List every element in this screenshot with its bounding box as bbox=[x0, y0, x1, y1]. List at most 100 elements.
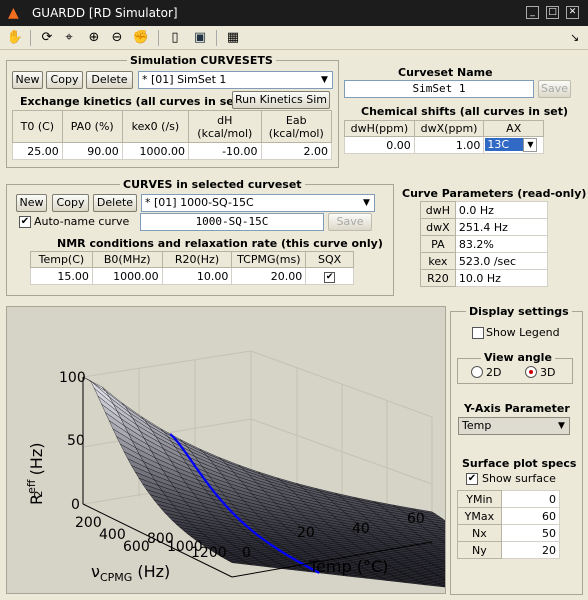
svg-text:νCPMG (Hz): νCPMG (Hz) bbox=[91, 562, 170, 584]
curve-name-save-button[interactable]: Save bbox=[328, 213, 372, 231]
param-name-pa: PA bbox=[420, 235, 456, 253]
kinetics-cell-t0[interactable]: 25.00 bbox=[12, 142, 63, 160]
y-axis-param-select[interactable]: Temp ▼ bbox=[458, 417, 570, 435]
curveset-select-value: * [01] SimSet 1 bbox=[142, 73, 227, 86]
show-surface-checkbox[interactable]: ✔ bbox=[466, 473, 478, 485]
x-tick-600: 600 bbox=[123, 539, 150, 555]
pan-icon[interactable]: ✊ bbox=[132, 30, 150, 45]
z-axis-label: Reff2 (Hz) bbox=[25, 443, 46, 505]
simulated-curve bbox=[169, 433, 320, 574]
spec-name-ny: Ny bbox=[457, 541, 502, 559]
dock-arrow-icon[interactable]: ↘ bbox=[570, 31, 580, 44]
curve-params-title: Curve Parameters (read-only) bbox=[402, 187, 587, 200]
zoom-out-icon[interactable]: ⊖ bbox=[111, 30, 123, 45]
view-angle-title: View angle bbox=[481, 351, 555, 364]
param-value-kex: 523.0 /sec bbox=[454, 252, 549, 270]
nmr-cell-b0[interactable]: 1000.00 bbox=[91, 267, 163, 285]
chevron-down-icon: ▼ bbox=[321, 75, 328, 85]
curveset-name-input[interactable]: SimSet 1 bbox=[344, 80, 534, 98]
curve-name-input[interactable]: 1000-SQ-15C bbox=[140, 213, 324, 231]
kinetics-cell-eab[interactable]: 2.00 bbox=[260, 142, 333, 160]
param-value-dwx: 251.4 Hz bbox=[454, 218, 549, 236]
chevron-down-icon: ▼ bbox=[523, 138, 538, 152]
view-2d-radio[interactable] bbox=[471, 366, 483, 378]
param-name-dwh: dwH bbox=[420, 201, 456, 219]
curve-name-value: 1000-SQ-15C bbox=[195, 215, 269, 228]
curves-title: CURVES in selected curveset bbox=[120, 178, 305, 191]
view-3d-radio[interactable] bbox=[525, 366, 537, 378]
kinetics-header-t0: T0 (C) bbox=[12, 110, 63, 143]
param-name-dwx: dwX bbox=[420, 218, 456, 236]
spec-value-ymin[interactable]: 0 bbox=[500, 490, 561, 508]
minimize-button[interactable]: _ bbox=[526, 6, 539, 19]
nmr-header-b0: B0(MHz) bbox=[91, 251, 163, 268]
spec-name-ymin: YMin bbox=[457, 490, 502, 508]
export-icon[interactable]: ▦ bbox=[226, 30, 240, 45]
curvesets-title: Simulation CURVESETS bbox=[127, 54, 276, 67]
sqx-checkbox[interactable]: ✔ bbox=[324, 272, 336, 283]
hand-tool-icon[interactable]: ✋ bbox=[6, 30, 24, 45]
show-legend-label: Show Legend bbox=[486, 326, 560, 339]
curve-new-button[interactable]: New bbox=[16, 194, 47, 212]
curveset-new-button[interactable]: New bbox=[12, 71, 43, 89]
curve-copy-button[interactable]: Copy bbox=[52, 194, 89, 212]
nmr-cell-tcpmg[interactable]: 20.00 bbox=[231, 267, 307, 285]
curveset-name-save-button[interactable]: Save bbox=[538, 80, 571, 98]
chem-cell-ax[interactable]: 13C ▼ bbox=[483, 136, 544, 154]
x-axis-label: νCPMG (Hz) bbox=[91, 562, 170, 584]
curveset-select[interactable]: * [01] SimSet 1 ▼ bbox=[138, 71, 333, 89]
curve-delete-button[interactable]: Delete bbox=[93, 194, 137, 212]
spec-value-ny[interactable]: 20 bbox=[500, 541, 561, 559]
spec-name-nx: Nx bbox=[457, 524, 502, 542]
curveset-name-value: SimSet 1 bbox=[412, 82, 466, 95]
svg-text:Reff2 (Hz): Reff2 (Hz) bbox=[25, 443, 46, 505]
kinetics-header-pa0: PA0 (%) bbox=[61, 110, 123, 143]
maximize-button[interactable]: □ bbox=[546, 6, 559, 19]
surface-plot[interactable]: 100 50 0 200 400 600 800 1000 1200 0 20 … bbox=[7, 307, 578, 600]
nmr-cell-r20[interactable]: 10.00 bbox=[161, 267, 233, 285]
kinetics-title: Exchange kinetics (all curves in set) bbox=[20, 95, 245, 108]
z-label-sup: eff bbox=[25, 479, 38, 494]
new-file-icon[interactable]: ▯ bbox=[171, 30, 179, 45]
matlab-logo-icon: ▲ bbox=[8, 5, 19, 21]
spec-value-nx[interactable]: 50 bbox=[500, 524, 561, 542]
kinetics-header-kex0: kex0 (/s) bbox=[121, 110, 190, 143]
autoname-checkbox[interactable]: ✔ bbox=[19, 216, 31, 228]
view-3d-label: 3D bbox=[540, 366, 556, 379]
run-kinetics-sim-button[interactable]: Run Kinetics Sim bbox=[232, 91, 330, 109]
nmr-header-sqx: SQX bbox=[305, 251, 354, 268]
view-2d-label: 2D bbox=[486, 366, 502, 379]
kinetics-header-eab: Eab (kcal/mol) bbox=[260, 110, 333, 143]
nmr-cell-sqx[interactable]: ✔ bbox=[305, 267, 354, 285]
show-legend-checkbox[interactable] bbox=[472, 327, 484, 339]
z-label-sub: 2 bbox=[32, 491, 45, 498]
curveset-delete-button[interactable]: Delete bbox=[86, 71, 133, 89]
chem-shifts-table: dwH(ppm) dwX(ppm) AX 0.00 1.00 13C ▼ bbox=[344, 120, 544, 154]
chem-cell-dwx[interactable]: 1.00 bbox=[413, 136, 485, 154]
chem-shifts-title: Chemical shifts (all curves in set) bbox=[361, 105, 569, 118]
nmr-cell-temp[interactable]: 15.00 bbox=[30, 267, 93, 285]
plot-area[interactable]: 100 50 0 200 400 600 800 1000 1200 0 20 … bbox=[6, 306, 578, 600]
show-surface-label: Show surface bbox=[482, 472, 556, 485]
display-settings-title: Display settings bbox=[466, 305, 572, 318]
kinetics-cell-pa0[interactable]: 90.00 bbox=[61, 142, 123, 160]
spec-name-ymax: YMax bbox=[457, 507, 502, 525]
close-button[interactable]: ✕ bbox=[566, 6, 579, 19]
kinetics-cell-dh[interactable]: -10.00 bbox=[188, 142, 262, 160]
zoom-in-icon[interactable]: ⊕ bbox=[88, 30, 100, 45]
curveset-copy-button[interactable]: Copy bbox=[46, 71, 83, 89]
kinetics-cell-kex0[interactable]: 1000.00 bbox=[121, 142, 190, 160]
spec-value-ymax[interactable]: 60 bbox=[500, 507, 561, 525]
save-icon[interactable]: ▣ bbox=[193, 30, 207, 45]
surface-specs-table: YMin 0 YMax 60 Nx 50 Ny 20 bbox=[457, 490, 561, 559]
curve-select-value: * [01] 1000-SQ-15C bbox=[145, 196, 254, 209]
z-label-unit: (Hz) bbox=[27, 443, 46, 481]
chem-cell-dwh[interactable]: 0.00 bbox=[344, 136, 415, 154]
data-cursor-icon[interactable]: ⌖ bbox=[65, 30, 73, 45]
rotate-icon[interactable]: ⟳ bbox=[41, 30, 53, 45]
z-tick-50: 50 bbox=[67, 433, 85, 449]
curve-select[interactable]: * [01] 1000-SQ-15C ▼ bbox=[141, 194, 375, 212]
x-label-sub: CPMG bbox=[100, 571, 132, 584]
nmr-header-tcpmg: TCPMG(ms) bbox=[231, 251, 307, 268]
y-tick-40: 40 bbox=[352, 521, 370, 537]
